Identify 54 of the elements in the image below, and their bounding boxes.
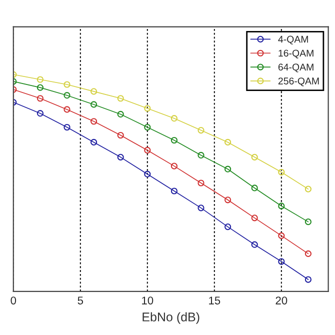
point (36, 84, 44, 91)
point (278, 258, 285, 265)
x-tick-label: 10 (142, 296, 154, 304)
point (90, 138, 98, 146)
point (117, 154, 124, 160)
point (251, 184, 258, 192)
point (198, 204, 204, 212)
legend-label: 256-QAM (278, 78, 319, 86)
point (36, 76, 44, 83)
point (224, 166, 232, 172)
x-tick-label: 0 (10, 296, 16, 304)
point (144, 146, 151, 154)
point (90, 88, 98, 95)
point (170, 115, 178, 122)
point (198, 152, 204, 159)
point (90, 101, 98, 108)
x-tick-label: 15 (209, 296, 220, 304)
point (304, 186, 312, 192)
point (117, 132, 124, 139)
point (90, 118, 98, 125)
point (304, 276, 312, 283)
legend-label: 4-QAM (278, 36, 308, 44)
x-tick-label: 20 (276, 296, 288, 304)
point (251, 214, 258, 222)
point (170, 162, 178, 170)
point (224, 224, 232, 230)
point (224, 196, 232, 204)
point (64, 92, 70, 99)
point (36, 95, 44, 102)
point (278, 232, 285, 239)
point (278, 202, 285, 210)
point (117, 110, 124, 118)
legend-label: 64-QAM (278, 64, 314, 72)
point (144, 124, 151, 131)
point (198, 180, 204, 186)
point (64, 81, 70, 88)
point (251, 241, 258, 248)
point (36, 110, 44, 117)
point (304, 218, 312, 226)
point (198, 126, 204, 134)
point (170, 188, 178, 194)
point (144, 105, 151, 112)
point (304, 250, 312, 257)
x-tick-label: 5 (78, 296, 84, 304)
point (144, 170, 151, 178)
point (117, 95, 124, 102)
x-axis-title: EbNo (dB) (142, 312, 200, 324)
legend-label: 16-QAM (278, 50, 314, 58)
point (64, 124, 70, 131)
point (224, 138, 232, 146)
point (170, 136, 178, 144)
point (251, 154, 258, 160)
point (64, 106, 70, 113)
point (278, 168, 285, 176)
